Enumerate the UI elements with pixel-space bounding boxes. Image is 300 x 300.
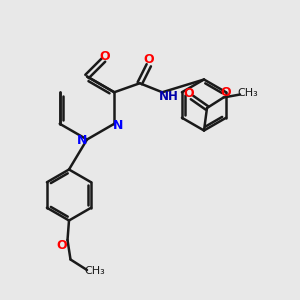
Text: N: N — [77, 134, 88, 148]
Text: O: O — [143, 53, 154, 66]
Text: NH: NH — [159, 90, 179, 103]
Text: O: O — [100, 50, 110, 64]
Text: O: O — [184, 87, 194, 101]
Text: O: O — [57, 239, 68, 252]
Text: CH₃: CH₃ — [84, 266, 105, 277]
Text: O: O — [220, 86, 231, 100]
Text: N: N — [113, 119, 123, 132]
Text: CH₃: CH₃ — [237, 88, 258, 98]
